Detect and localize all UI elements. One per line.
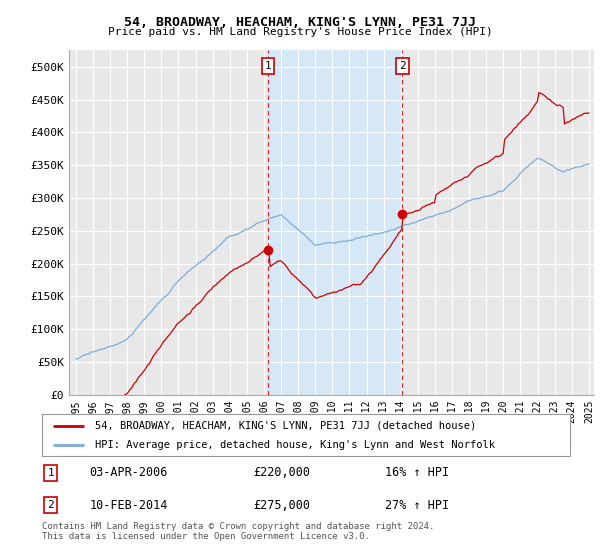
Text: 16% ↑ HPI: 16% ↑ HPI (385, 466, 449, 479)
Text: 2: 2 (399, 61, 406, 71)
Text: £220,000: £220,000 (253, 466, 310, 479)
Text: 1: 1 (265, 61, 272, 71)
Text: 1: 1 (47, 468, 54, 478)
Text: 27% ↑ HPI: 27% ↑ HPI (385, 498, 449, 512)
Text: Price paid vs. HM Land Registry's House Price Index (HPI): Price paid vs. HM Land Registry's House … (107, 27, 493, 37)
Text: 03-APR-2006: 03-APR-2006 (89, 466, 168, 479)
Text: Contains HM Land Registry data © Crown copyright and database right 2024.
This d: Contains HM Land Registry data © Crown c… (42, 522, 434, 542)
Text: 10-FEB-2014: 10-FEB-2014 (89, 498, 168, 512)
Text: 2: 2 (47, 500, 54, 510)
Text: 54, BROADWAY, HEACHAM, KING'S LYNN, PE31 7JJ (detached house): 54, BROADWAY, HEACHAM, KING'S LYNN, PE31… (95, 421, 476, 431)
Bar (268, 50, 403, 395)
Text: 54, BROADWAY, HEACHAM, KING'S LYNN, PE31 7JJ: 54, BROADWAY, HEACHAM, KING'S LYNN, PE31… (124, 16, 476, 29)
Text: HPI: Average price, detached house, King's Lynn and West Norfolk: HPI: Average price, detached house, King… (95, 440, 495, 450)
Text: £275,000: £275,000 (253, 498, 310, 512)
Bar (572, 50, 594, 395)
FancyBboxPatch shape (42, 414, 570, 456)
